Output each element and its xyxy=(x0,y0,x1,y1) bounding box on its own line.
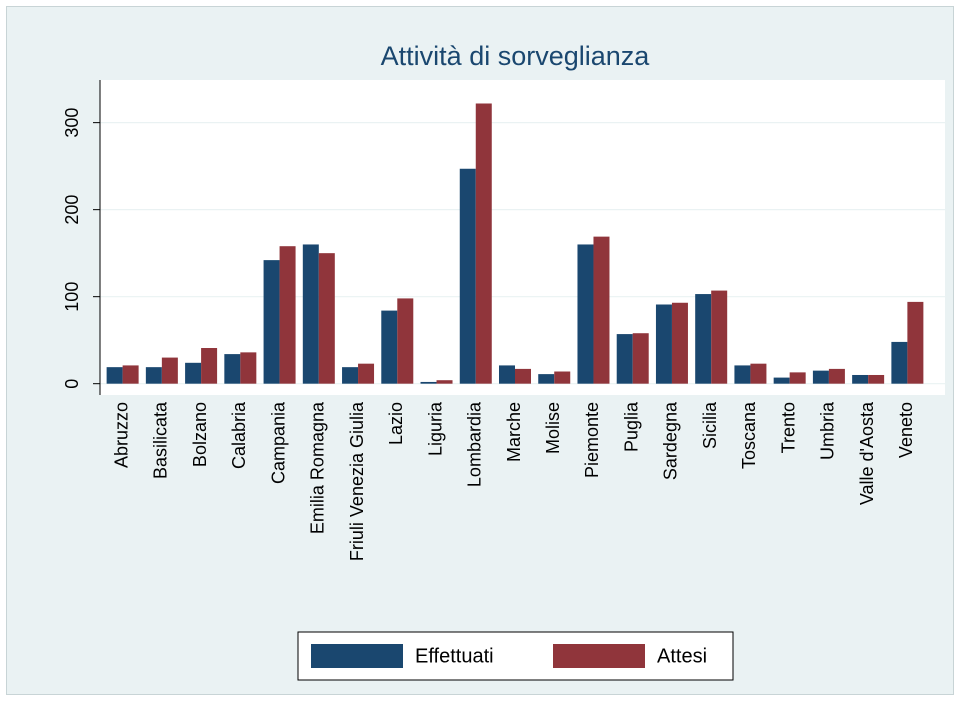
bar xyxy=(302,244,319,384)
bar xyxy=(734,365,751,384)
bar xyxy=(828,368,845,384)
bar xyxy=(185,362,202,384)
bar xyxy=(515,368,531,384)
x-tick-label: Lombardia xyxy=(465,401,485,487)
bar xyxy=(161,357,178,384)
x-tick-label: Bolzano xyxy=(190,402,210,467)
bar xyxy=(773,377,790,384)
bar xyxy=(381,310,398,384)
bar xyxy=(224,354,241,384)
legend-swatch xyxy=(553,644,645,668)
bar xyxy=(122,365,139,384)
y-tick-label: 0 xyxy=(62,379,82,389)
x-tick-label: Abruzzo xyxy=(111,402,131,468)
x-tick-label: Umbria xyxy=(818,401,838,460)
bar xyxy=(671,302,688,384)
bar xyxy=(240,352,257,384)
y-tick-label: 200 xyxy=(62,195,82,225)
chart-title: Attività di sorveglianza xyxy=(381,41,651,71)
x-tick-label: Emilia Romagna xyxy=(308,401,328,534)
bar xyxy=(812,370,829,384)
x-tick-label: Veneto xyxy=(896,402,916,458)
bar xyxy=(554,371,571,384)
bar xyxy=(852,374,869,384)
x-tick-label: Sicilia xyxy=(700,401,720,449)
bar xyxy=(711,290,728,384)
bar xyxy=(655,304,672,384)
bar xyxy=(318,253,335,384)
x-tick-label: Toscana xyxy=(739,401,759,469)
bar xyxy=(499,365,515,384)
y-tick-label: 300 xyxy=(62,108,82,138)
bar xyxy=(397,298,414,384)
x-tick-label: Friuli Venezia Giulia xyxy=(347,401,367,561)
x-tick-label: Trento xyxy=(778,402,798,453)
legend-label: Attesi xyxy=(657,645,707,667)
y-tick-label: 100 xyxy=(62,282,82,312)
x-tick-label: Campania xyxy=(268,401,288,484)
bar xyxy=(201,348,218,384)
bar xyxy=(263,260,280,384)
plot-area xyxy=(100,80,945,395)
legend-swatch xyxy=(311,644,403,668)
bar xyxy=(475,103,492,384)
x-tick-label: Basilicata xyxy=(151,401,171,479)
x-tick-label: Sardegna xyxy=(661,401,681,480)
bar xyxy=(750,363,767,384)
bar xyxy=(279,246,296,384)
x-tick-label: Calabria xyxy=(229,401,249,469)
bar xyxy=(106,367,123,384)
bar xyxy=(632,333,649,384)
x-tick-label: Puglia xyxy=(621,401,641,452)
bar xyxy=(459,168,476,384)
bar xyxy=(577,244,594,384)
bar xyxy=(145,367,162,384)
bar xyxy=(420,381,437,384)
bar xyxy=(695,294,712,384)
x-tick-label: Marche xyxy=(504,402,524,462)
bar xyxy=(789,372,806,384)
x-tick-label: Lazio xyxy=(386,402,406,445)
bar xyxy=(342,367,359,384)
bar xyxy=(593,236,610,384)
bar xyxy=(616,334,633,384)
bar xyxy=(538,374,555,384)
bar xyxy=(436,380,453,384)
bar xyxy=(907,301,924,384)
x-tick-label: Valle d'Aosta xyxy=(857,401,877,505)
x-tick-label: Piemonte xyxy=(582,402,602,478)
bar xyxy=(891,341,908,384)
x-tick-label: Molise xyxy=(543,402,563,454)
bar xyxy=(868,374,885,384)
x-tick-label: Liguria xyxy=(425,401,445,456)
bar xyxy=(358,363,375,384)
legend-label: Effettuati xyxy=(415,645,494,667)
